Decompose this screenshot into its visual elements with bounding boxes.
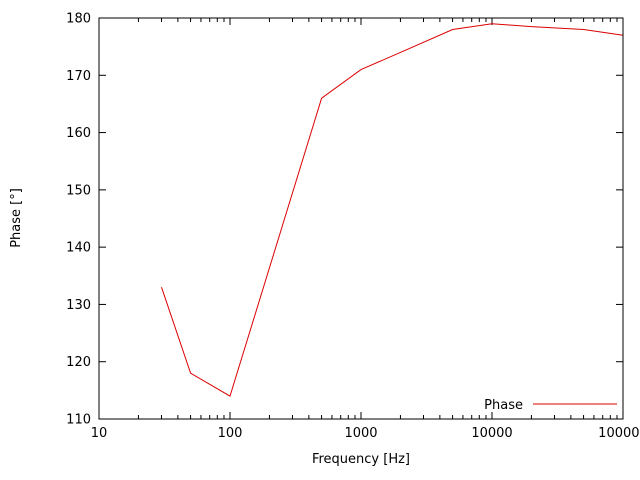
y-tick-label: 170 — [66, 69, 91, 84]
x-tick-label: 10000 — [471, 426, 512, 441]
y-tick-label: 140 — [66, 241, 91, 256]
legend-label: Phase — [484, 398, 523, 413]
y-axis-label: Phase [°] — [9, 188, 24, 248]
x-axis-label: Frequency [Hz] — [312, 452, 410, 467]
y-tick-label: 180 — [66, 12, 91, 27]
y-tick-label: 150 — [66, 183, 91, 198]
y-tick-label: 110 — [66, 413, 91, 428]
x-tick-label: 1000 — [344, 426, 377, 441]
y-tick-label: 120 — [66, 355, 91, 370]
plot-border — [98, 17, 624, 420]
phase-line — [161, 23, 624, 397]
x-tick-label: 100000 — [598, 426, 640, 441]
y-tick-label: 130 — [66, 298, 91, 313]
x-tick-label: 100 — [218, 426, 243, 441]
chart-dynamic-layer: 10 100 1000 10000 100000 110 120 130 140 150 160 17… — [66, 12, 640, 442]
x-tick-label: 10 — [91, 426, 108, 441]
y-tick-label: 160 — [66, 126, 91, 141]
